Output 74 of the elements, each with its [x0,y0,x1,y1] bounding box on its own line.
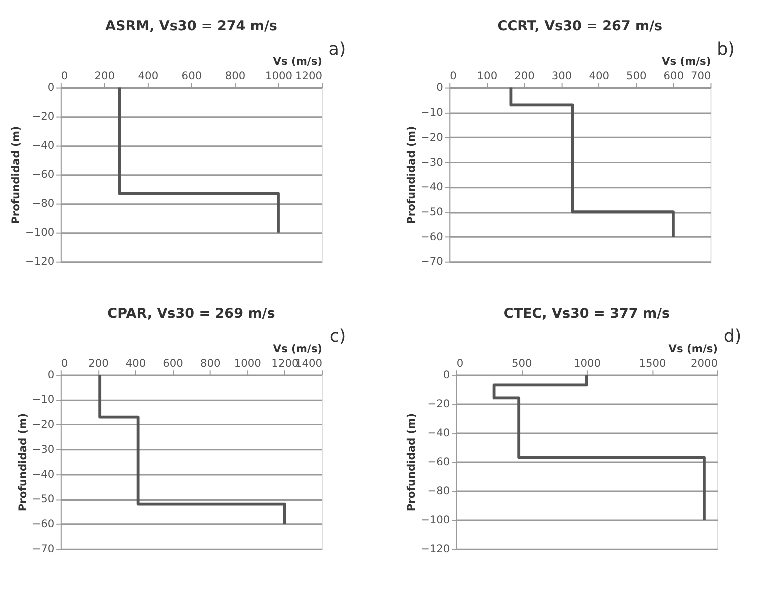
line-series [510,86,675,238]
x-tick-label: 200 [88,356,110,370]
y-tick-label: −30 [420,156,444,169]
x-tick-label: 2000 [690,356,718,370]
x-tick-label: 600 [182,70,202,83]
y-tick-label: −20 [32,110,55,124]
x-tick-label: 600 [664,70,684,83]
y-tick-label: −80 [428,484,450,498]
x-axis-title: Vs (m/s) [662,55,712,68]
y-tick-label: −20 [420,130,444,144]
chart-title: CCRT, Vs30 = 267 m/s [498,18,663,35]
text: a) [328,40,346,60]
y-axis-title: Profundidad (m) [405,126,418,224]
y-tick-label: −60 [428,455,450,468]
y-tick-label: −20 [428,397,450,410]
x-tick-label: 1000 [234,356,262,370]
y-tick-label: −100 [25,226,55,240]
chart-title: CTEC, Vs30 = 377 m/s [504,306,670,322]
y-tick-label: −80 [32,197,55,210]
x-axis-title: Vs (m/s) [273,342,322,356]
line-series [492,374,706,522]
y-tick-label: −120 [420,542,450,556]
y-axis-title: Profundidad (m) [10,126,23,224]
y-tick-label: −70 [420,255,444,268]
y-tick-label: −60 [420,230,444,244]
x-tick-label: 500 [512,356,533,370]
x-tick-label: 0 [61,356,68,370]
y-tick-label: −40 [428,426,450,440]
x-tick-label: 0 [456,356,464,370]
x-tick-label: 1200 [295,70,323,83]
y-axis-title: Profundidad (m) [16,413,30,512]
y-tick-label: −60 [32,518,55,531]
y-tick-label: −20 [32,418,55,432]
x-tick-label: 800 [225,70,246,83]
text: c) [330,327,346,348]
x-tick-label: 0 [61,70,68,83]
y-tick-label: −40 [32,468,55,481]
x-tick-label: 600 [163,356,184,370]
y-axis-title: Profundidad (m) [405,413,418,512]
y-tick-label: 0 [48,368,55,382]
chart-title: ASRM, Vs30 = 274 m/s [106,18,278,35]
x-tick-label: 400 [589,70,610,83]
x-tick-label: 500 [626,70,648,83]
x-tick-label: 700 [690,70,712,83]
y-tick-label: −100 [420,513,450,526]
text: d) [724,327,742,348]
y-tick-label: −50 [32,492,55,506]
y-tick-label: −60 [32,168,55,182]
x-tick-label: 1000 [574,356,602,370]
y-tick-label: 0 [436,81,444,94]
y-tick-label: −50 [420,206,444,219]
x-tick-label: 400 [138,70,159,83]
y-tick-label: −40 [32,139,55,152]
x-tick-label: 1500 [639,356,666,370]
y-tick-label: −30 [32,442,55,456]
y-tick-label: −10 [32,393,55,406]
x-axis-title: Vs (m/s) [273,55,322,68]
y-tick-label: −120 [25,255,55,268]
y-tick-label: −10 [420,106,444,120]
x-tick-label: 800 [200,356,221,370]
y-tick-label: 0 [443,368,450,382]
y-tick-label: −70 [32,542,55,556]
y-tick-label: −40 [420,180,444,194]
text: b) [717,40,735,60]
x-tick-label: 200 [514,70,536,83]
x-axis-title: Vs (m/s) [668,342,718,356]
line-series [98,374,286,526]
chart-title: CPAR, Vs30 = 269 m/s [108,306,276,322]
x-tick-label: 100 [477,70,498,83]
x-tick-label: 400 [126,356,146,370]
y-tick-label: 0 [48,81,55,94]
x-tick-label: 300 [552,70,572,83]
x-tick-label: 1000 [265,70,293,83]
x-tick-label: 200 [94,70,116,83]
